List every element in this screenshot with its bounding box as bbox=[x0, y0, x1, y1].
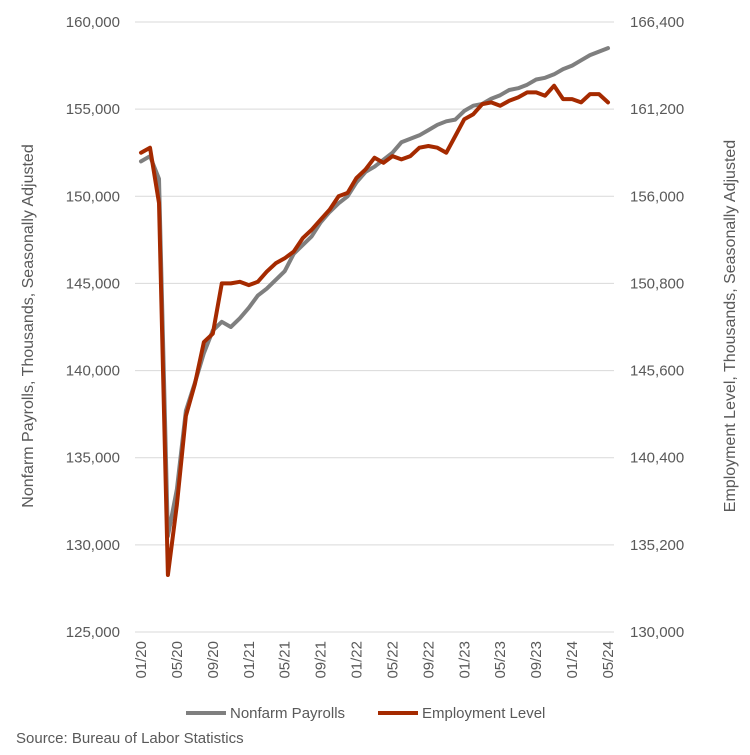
right-tick-label: 145,600 bbox=[630, 363, 684, 380]
left-tick-label: 145,000 bbox=[66, 275, 120, 292]
left-tick-label: 130,000 bbox=[66, 537, 120, 554]
x-tick-label: 09/23 bbox=[528, 641, 545, 679]
x-tick-label: 05/22 bbox=[384, 641, 401, 679]
series-lines bbox=[139, 46, 610, 577]
x-tick-label: 05/21 bbox=[277, 641, 294, 679]
right-tick-label: 166,400 bbox=[630, 14, 684, 31]
x-tick-label: 01/23 bbox=[456, 641, 473, 679]
legend-label-employment-level: Employment Level bbox=[422, 705, 545, 722]
left-tick-label: 140,000 bbox=[66, 363, 120, 380]
right-tick-label: 156,000 bbox=[630, 188, 684, 205]
x-tick-label: 01/20 bbox=[133, 641, 150, 679]
x-tick-label: 09/22 bbox=[420, 641, 437, 679]
left-tick-label: 150,000 bbox=[66, 188, 120, 205]
left-tick-label: 135,000 bbox=[66, 450, 120, 467]
left-tick-label: 155,000 bbox=[66, 101, 120, 118]
series-line-nonfarm-payrolls bbox=[139, 46, 610, 539]
legend-label-nonfarm-payrolls: Nonfarm Payrolls bbox=[230, 705, 345, 722]
right-tick-label: 130,000 bbox=[630, 624, 684, 641]
left-tick-label: 160,000 bbox=[66, 14, 120, 31]
right-tick-label: 135,200 bbox=[630, 537, 684, 554]
x-tick-label: 05/24 bbox=[600, 641, 617, 679]
series-line-employment-level bbox=[139, 83, 610, 577]
x-axis-ticks: 01/20 05/20 09/20 01/21 05/21 09/21 01/22 05/22… bbox=[133, 641, 617, 679]
right-tick-label: 140,400 bbox=[630, 450, 684, 467]
x-tick-label: 01/21 bbox=[241, 641, 258, 679]
x-tick-label: 05/23 bbox=[492, 641, 509, 679]
x-tick-label: 01/22 bbox=[349, 641, 366, 679]
legend: Nonfarm Payrolls Employment Level bbox=[186, 705, 545, 722]
x-tick-label: 01/24 bbox=[564, 641, 581, 679]
left-axis-title: Nonfarm Payrolls, Thousands, Seasonally … bbox=[20, 144, 37, 507]
x-tick-label: 09/20 bbox=[205, 641, 222, 679]
x-tick-label: 09/21 bbox=[313, 641, 330, 679]
right-tick-label: 150,800 bbox=[630, 275, 684, 292]
gridlines bbox=[135, 21, 614, 633]
right-tick-label: 161,200 bbox=[630, 101, 684, 118]
left-axis-ticks: 125,000 130,000 135,000 140,000 145,000 150,0… bbox=[66, 14, 120, 641]
source-note: Source: Bureau of Labor Statistics bbox=[16, 730, 244, 747]
left-tick-label: 125,000 bbox=[66, 624, 120, 641]
right-axis-ticks: 130,000 135,200 140,400 145,600 150,800 156,0… bbox=[630, 14, 684, 641]
right-axis-title: Employment Level, Thousands, Seasonally … bbox=[722, 140, 739, 512]
x-tick-label: 05/20 bbox=[169, 641, 186, 679]
